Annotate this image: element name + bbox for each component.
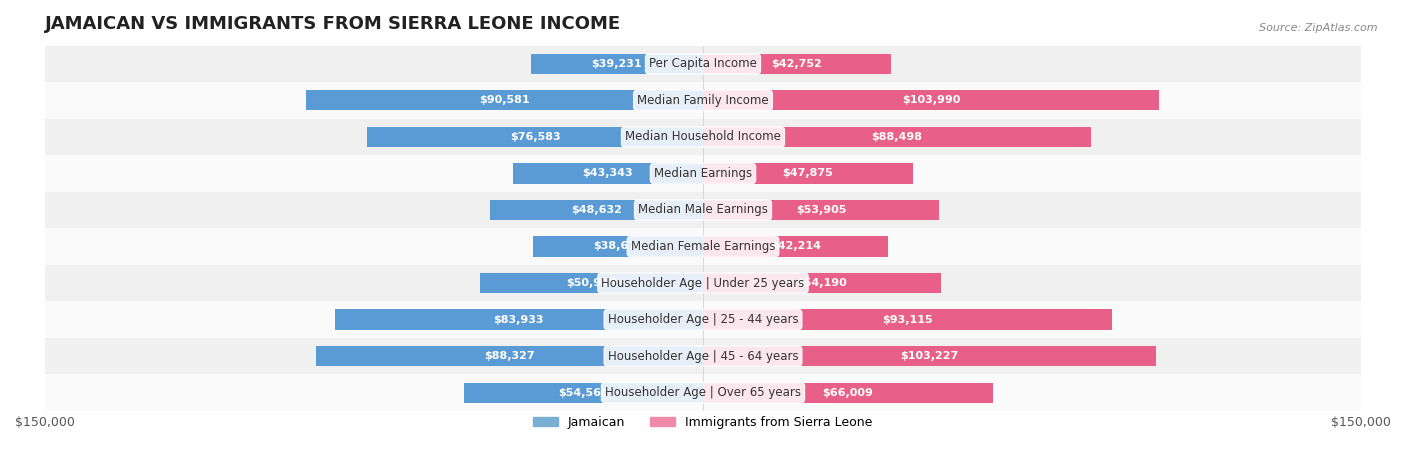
Bar — [703, 91, 1159, 111]
Text: Median Earnings: Median Earnings — [654, 167, 752, 180]
Text: $47,875: $47,875 — [783, 169, 834, 178]
Text: $76,583: $76,583 — [510, 132, 561, 142]
Bar — [45, 374, 1361, 411]
Bar — [703, 163, 912, 184]
Bar — [45, 46, 1361, 82]
Text: Householder Age | Under 25 years: Householder Age | Under 25 years — [602, 276, 804, 290]
Text: Median Family Income: Median Family Income — [637, 94, 769, 107]
Text: $93,115: $93,115 — [882, 314, 932, 325]
Text: $90,581: $90,581 — [479, 95, 530, 106]
Bar — [703, 346, 1156, 366]
Bar — [315, 346, 703, 366]
Bar — [703, 310, 1112, 330]
Bar — [533, 236, 703, 256]
Text: $103,990: $103,990 — [901, 95, 960, 106]
Text: Householder Age | 45 - 64 years: Householder Age | 45 - 64 years — [607, 349, 799, 362]
Text: Median Household Income: Median Household Income — [626, 130, 780, 143]
Bar — [305, 91, 703, 111]
Text: $83,933: $83,933 — [494, 314, 544, 325]
Bar — [335, 310, 703, 330]
Text: $42,752: $42,752 — [772, 59, 823, 69]
Bar — [531, 54, 703, 74]
Text: Median Female Earnings: Median Female Earnings — [631, 240, 775, 253]
Bar — [703, 127, 1091, 147]
Text: $103,227: $103,227 — [900, 351, 959, 361]
Bar — [703, 382, 993, 403]
Bar — [45, 338, 1361, 374]
Text: $48,632: $48,632 — [571, 205, 621, 215]
Text: $88,498: $88,498 — [872, 132, 922, 142]
Bar — [703, 200, 939, 220]
Text: $42,214: $42,214 — [770, 241, 821, 252]
Text: Householder Age | 25 - 44 years: Householder Age | 25 - 44 years — [607, 313, 799, 326]
Text: $38,670: $38,670 — [593, 241, 644, 252]
Text: $43,343: $43,343 — [582, 169, 633, 178]
Bar — [513, 163, 703, 184]
Bar — [479, 273, 703, 293]
Bar — [45, 192, 1361, 228]
Text: JAMAICAN VS IMMIGRANTS FROM SIERRA LEONE INCOME: JAMAICAN VS IMMIGRANTS FROM SIERRA LEONE… — [45, 15, 621, 33]
Bar — [489, 200, 703, 220]
Bar — [45, 265, 1361, 301]
Bar — [45, 301, 1361, 338]
Text: Source: ZipAtlas.com: Source: ZipAtlas.com — [1260, 23, 1378, 33]
Bar — [703, 236, 889, 256]
Bar — [45, 155, 1361, 192]
Bar — [464, 382, 703, 403]
Text: $54,560: $54,560 — [558, 388, 609, 397]
Text: $54,190: $54,190 — [796, 278, 848, 288]
Bar — [45, 82, 1361, 119]
Bar — [703, 273, 941, 293]
Bar — [367, 127, 703, 147]
Legend: Jamaican, Immigrants from Sierra Leone: Jamaican, Immigrants from Sierra Leone — [529, 411, 877, 434]
Bar — [45, 228, 1361, 265]
Bar — [703, 54, 890, 74]
Text: Median Male Earnings: Median Male Earnings — [638, 204, 768, 217]
Text: $50,929: $50,929 — [565, 278, 617, 288]
Bar — [45, 119, 1361, 155]
Text: $88,327: $88,327 — [484, 351, 534, 361]
Text: $39,231: $39,231 — [592, 59, 643, 69]
Text: Per Capita Income: Per Capita Income — [650, 57, 756, 71]
Text: $66,009: $66,009 — [823, 388, 873, 397]
Text: $53,905: $53,905 — [796, 205, 846, 215]
Text: Householder Age | Over 65 years: Householder Age | Over 65 years — [605, 386, 801, 399]
